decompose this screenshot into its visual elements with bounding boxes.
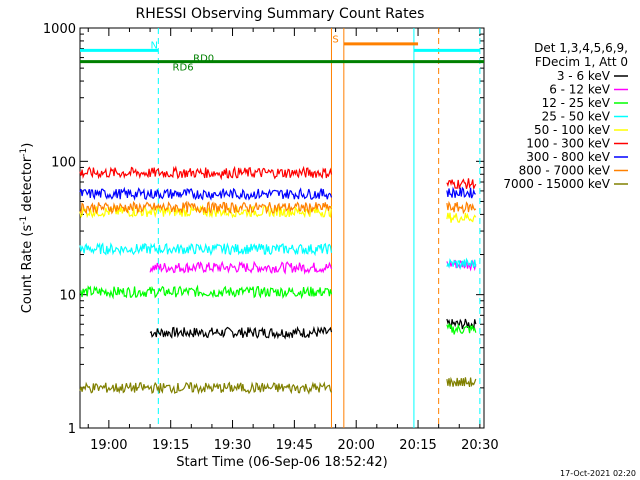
x-tick-label: 20:30: [461, 438, 498, 453]
x-tick-label: 19:15: [152, 438, 189, 453]
series-line: [446, 178, 477, 189]
legend-entry-label: 7000 - 15000 keV: [503, 177, 610, 191]
series-line: [79, 381, 333, 395]
series-line: [446, 376, 477, 388]
legend-entry-label: 25 - 50 keV: [542, 110, 611, 124]
legend-entry-label: 12 - 25 keV: [542, 96, 611, 110]
series-line: [446, 200, 477, 215]
series-line: [79, 186, 333, 201]
series-line: [79, 165, 333, 181]
annotation-label: S: [332, 34, 338, 45]
legend-entry-label: 3 - 6 keV: [557, 69, 611, 83]
series-line: [446, 259, 477, 272]
series-line: [79, 242, 333, 257]
y-tick-label: 1000: [43, 22, 76, 37]
series-line: [446, 257, 477, 271]
x-tick-label: 19:45: [276, 438, 313, 453]
x-tick-label: 19:30: [214, 438, 251, 453]
legend-entry-label: 50 - 100 keV: [534, 123, 611, 137]
series-line: [446, 212, 477, 223]
x-axis-label: Start Time (06-Sep-06 18:52:42): [176, 455, 387, 470]
series-line: [79, 204, 333, 219]
legend-header: FDecim 1, Att 0: [535, 55, 628, 69]
y-tick-label: 100: [51, 155, 76, 170]
y-axis-label: Count Rate (s-1 detector-1): [19, 143, 35, 314]
date-stamp: 17-Oct-2021 02:20: [560, 469, 636, 478]
x-tick-label: 19:00: [90, 438, 127, 453]
y-tick-label: 1: [68, 422, 76, 437]
series-line: [149, 260, 333, 275]
series-line: [79, 200, 333, 215]
legend-header: Det 1,3,4,5,6,9,: [534, 41, 628, 55]
legend-entry-label: 6 - 12 keV: [549, 83, 611, 97]
legend-entry-label: 800 - 7000 keV: [519, 164, 611, 178]
annotation-label: RD0: [193, 54, 214, 65]
annotation-label: N: [150, 41, 157, 52]
y-tick-label: 10: [59, 289, 76, 304]
plot-frame: [79, 27, 485, 429]
legend-entry-label: 100 - 300 keV: [526, 137, 610, 151]
legend: Det 1,3,4,5,6,9,FDecim 1, Att 03 - 6 keV…: [503, 41, 628, 191]
chart-title: RHESSI Observing Summary Count Rates: [136, 6, 425, 22]
legend-entry-label: 300 - 800 keV: [526, 150, 610, 164]
x-tick-label: 20:15: [399, 438, 436, 453]
x-tick-label: 20:00: [337, 438, 374, 453]
series-line: [446, 322, 477, 335]
annotation-label: RD6: [173, 63, 194, 74]
series-line: [149, 325, 333, 340]
series-line: [79, 284, 333, 300]
series-line: [446, 186, 476, 199]
